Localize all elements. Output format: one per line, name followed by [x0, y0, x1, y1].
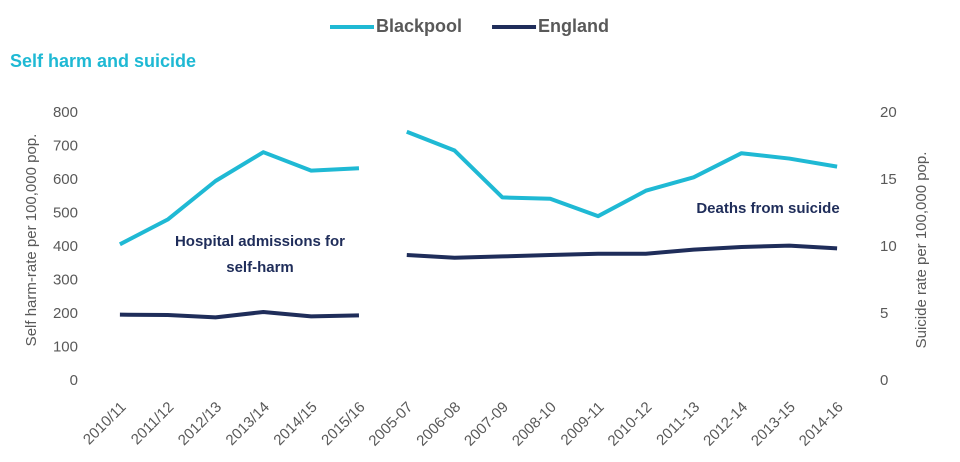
- x-tick-label: 2006-08: [413, 399, 464, 450]
- y-tick-label: 500: [53, 204, 78, 221]
- y2-tick-label: 5: [880, 305, 888, 322]
- line: [118, 150, 360, 247]
- x-tick-label: 2014/15: [270, 399, 320, 449]
- legend-label: England: [538, 16, 609, 36]
- annotation: Hospital admissions for: [175, 233, 345, 250]
- x-tick-label: 2010/11: [80, 399, 130, 449]
- y-tick-label: 700: [53, 137, 78, 154]
- y-tick-label: 300: [53, 271, 78, 288]
- y-tick-label: 800: [53, 104, 78, 121]
- y-tick-label: 600: [53, 171, 78, 188]
- x-tick-label: 2010-12: [605, 399, 656, 450]
- y-tick-label: 200: [53, 305, 78, 322]
- annotation: self-harm: [226, 259, 294, 276]
- line: [119, 309, 360, 320]
- x-tick-label: 2015/16: [318, 399, 368, 449]
- x-tick-label: 2013-15: [748, 399, 799, 450]
- x-tick-label: 2008-10: [509, 399, 560, 450]
- x-tick-label: 2012/13: [175, 399, 225, 449]
- y-tick-label: 400: [53, 238, 78, 255]
- chart-title: Self harm and suicide: [10, 51, 196, 71]
- y-axis-title: Self harm-rate per 100,000 pop.: [23, 134, 40, 347]
- x-tick-label: 2007-09: [461, 399, 512, 450]
- y2-axis-title: Suicide rate per 100,000 pop.: [913, 152, 930, 349]
- annotation: Deaths from suicide: [696, 200, 839, 217]
- x-tick-label: 2012-14: [700, 399, 751, 450]
- x-tick-label: 2011-13: [653, 399, 703, 449]
- legend-label: Blackpool: [376, 16, 462, 36]
- y2-tick-label: 20: [880, 104, 897, 121]
- line: [406, 129, 838, 219]
- x-tick-label: 2005-07: [365, 399, 416, 450]
- x-tick-label: 2011/12: [128, 399, 178, 449]
- y2-tick-label: 0: [880, 372, 888, 389]
- x-tick-label: 2009-11: [558, 399, 608, 449]
- y2-tick-label: 15: [880, 171, 897, 188]
- y2-tick-label: 10: [880, 238, 897, 255]
- x-tick-label: 2013/14: [223, 399, 273, 449]
- y-tick-label: 0: [70, 372, 78, 389]
- y-tick-label: 100: [53, 338, 78, 355]
- line: [406, 243, 838, 260]
- x-tick-label: 2014-16: [796, 399, 847, 450]
